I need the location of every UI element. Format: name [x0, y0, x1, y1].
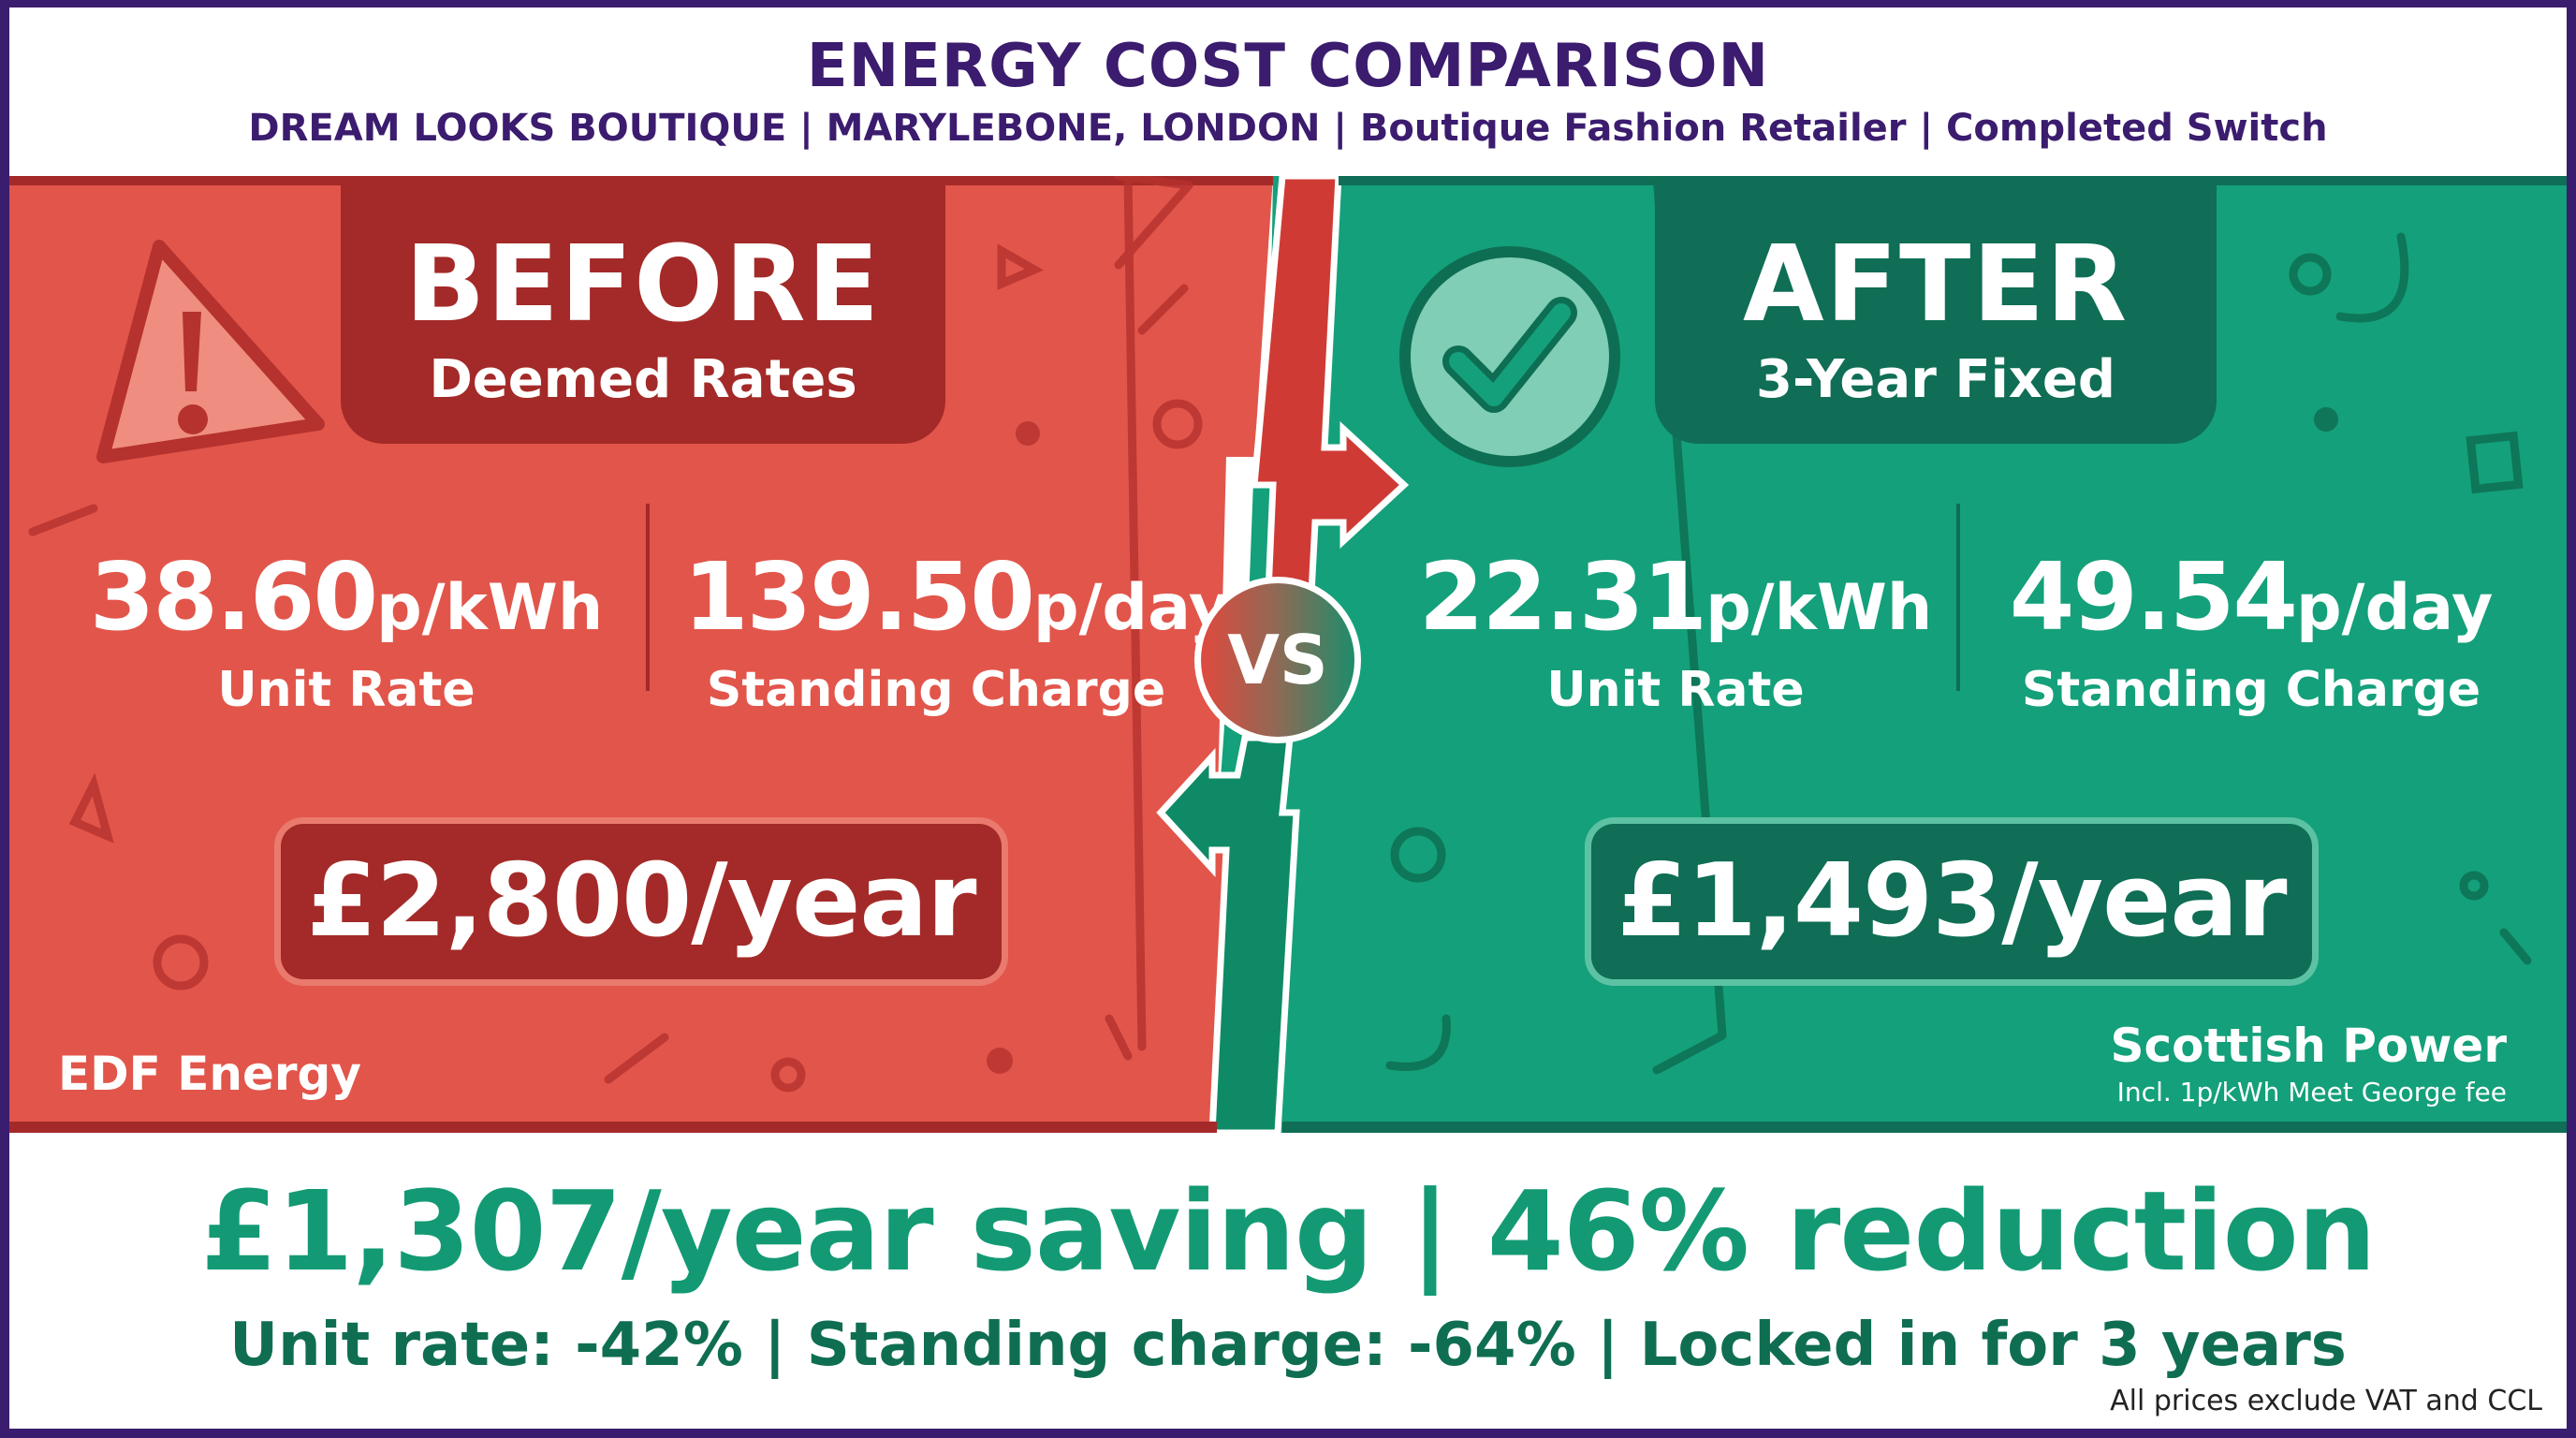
before-standing-charge-value: 139.50 [683, 542, 1035, 652]
after-unit-rate-caption: Unit Rate [1546, 662, 1805, 718]
after-standing-charge-unit: p/day [2296, 571, 2494, 645]
page-title: ENERGY COST COMPARISON [806, 32, 1770, 101]
before-unit-rate-unit: p/kWh [376, 571, 604, 645]
after-label: AFTER [1742, 224, 2130, 345]
before-label-box: BEFORE Deemed Rates [341, 176, 945, 444]
before-sublabel: Deemed Rates [429, 349, 857, 410]
before-supplier: EDF Energy [58, 1047, 361, 1101]
before-unit-rate-value: 38.60 [89, 542, 378, 652]
after-standing-charge-caption: Standing Charge [2021, 662, 2481, 718]
infographic-frame: ENERGY COST COMPARISON DREAM LOOKS BOUTI… [9, 7, 2567, 1429]
saving-details: Unit rate: -42% | Standing charge: -64% … [229, 1311, 2347, 1380]
after-supplier-note: Incl. 1p/kWh Meet George fee [2116, 1077, 2507, 1108]
after-sublabel: 3-Year Fixed [1756, 349, 2115, 410]
after-label-box: AFTER 3-Year Fixed [1655, 176, 2217, 444]
after-standing-charge-value: 49.54 [2009, 542, 2298, 652]
page-subtitle: DREAM LOOKS BOUTIQUE | MARYLEBONE, LONDO… [248, 107, 2328, 150]
vs-badge: VS [1194, 577, 1361, 743]
after-supplier: Scottish Power [2110, 1019, 2507, 1073]
before-unit-rate-caption: Unit Rate [217, 662, 476, 718]
comparison-stage: BEFORE Deemed Rates 38.60p/kWh Unit Rate… [9, 176, 2567, 1133]
disclaimer: All prices exclude VAT and CCL [2110, 1385, 2542, 1417]
after-standing-charge: 49.54p/day Standing Charge [1984, 550, 2518, 718]
saving-headline: £1,307/year saving | 46% reduction [200, 1167, 2376, 1296]
after-unit-rate-unit: p/kWh [1705, 571, 1933, 645]
before-label: BEFORE [404, 224, 882, 345]
header: ENERGY COST COMPARISON DREAM LOOKS BOUTI… [9, 7, 2567, 176]
before-standing-charge-caption: Standing Charge [706, 662, 1166, 718]
after-unit-rate-value: 22.31 [1418, 542, 1707, 652]
before-standing-charge-unit: p/day [1032, 571, 1231, 645]
after-annual-cost: £1,493/year [1591, 824, 2312, 979]
before-annual-cost: £2,800/year [281, 824, 1002, 979]
check-circle-icon [1399, 246, 1620, 467]
warning-triangle-icon [96, 240, 325, 463]
before-unit-rate: 38.60p/kWh Unit Rate [47, 550, 646, 718]
after-unit-rate: 22.31p/kWh Unit Rate [1404, 550, 1947, 718]
before-standing-charge: 139.50p/day Standing Charge [683, 550, 1230, 718]
summary-footer: £1,307/year saving | 46% reduction Unit … [9, 1133, 2567, 1429]
before-divider [646, 504, 650, 691]
after-divider [1956, 504, 1960, 691]
